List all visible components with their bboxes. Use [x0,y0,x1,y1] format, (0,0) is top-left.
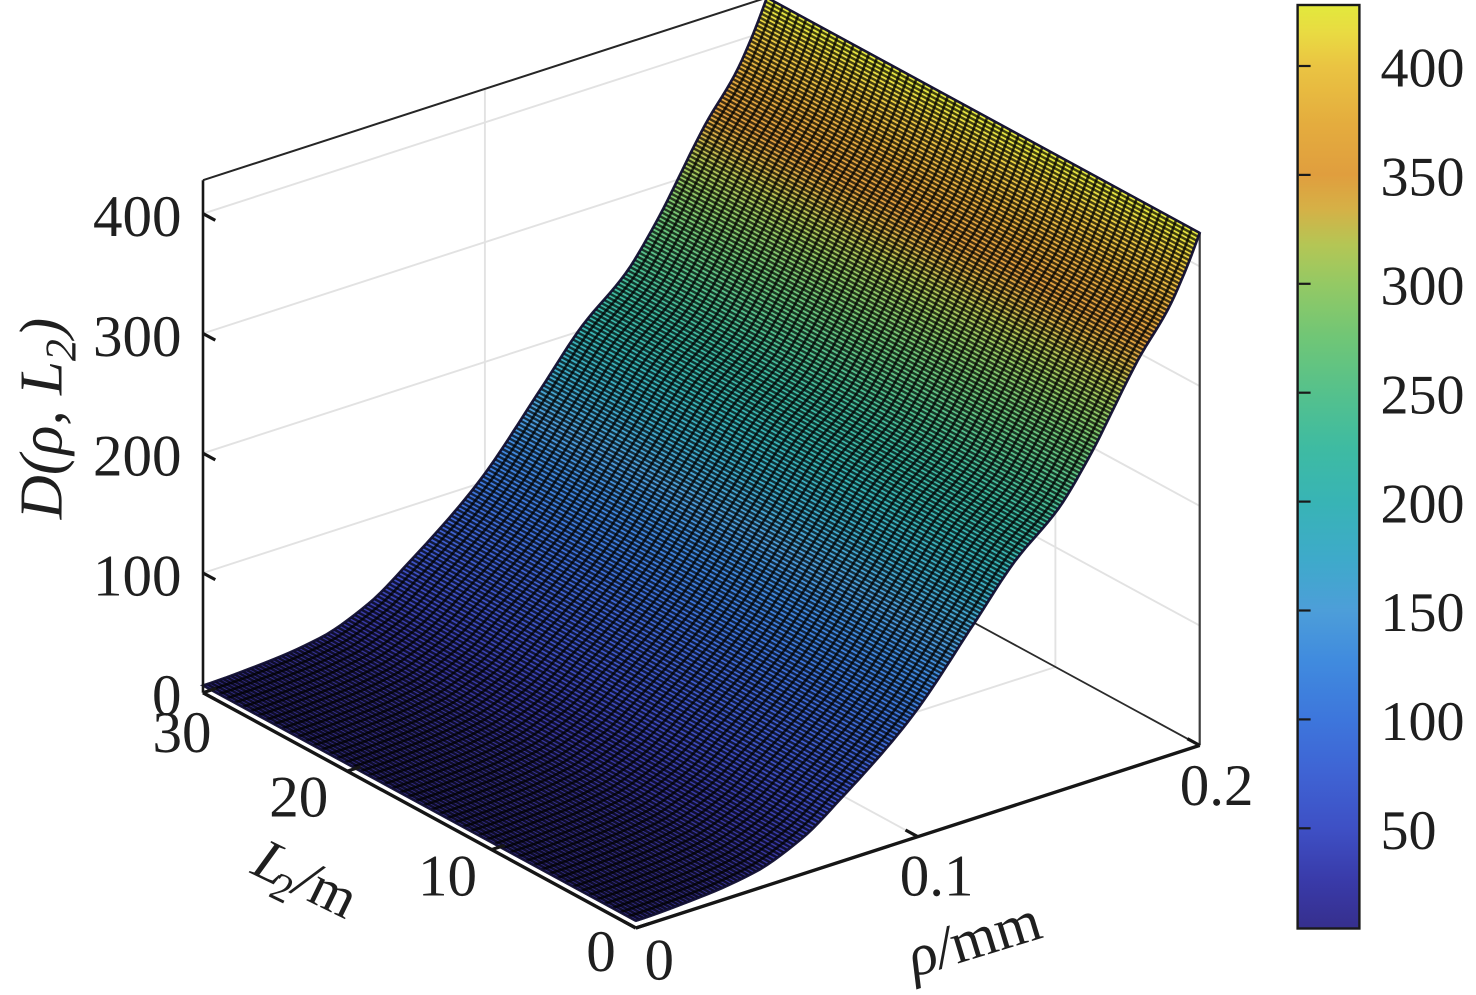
svg-text:30: 30 [153,699,212,765]
svg-text:350: 350 [1381,147,1465,209]
svg-text:0: 0 [586,918,616,984]
svg-text:300: 300 [93,303,182,369]
svg-text:300: 300 [1381,256,1465,318]
svg-text:0: 0 [152,662,182,728]
svg-text:50: 50 [1381,800,1437,862]
svg-text:200: 200 [93,423,182,489]
svg-text:100: 100 [93,542,182,608]
svg-text:400: 400 [93,183,182,249]
svg-text:10: 10 [418,843,477,909]
svg-text:0: 0 [644,927,674,993]
svg-text:400: 400 [1381,38,1465,100]
svg-text:0.2: 0.2 [1180,752,1254,818]
svg-text:20: 20 [269,764,328,830]
svg-text:100: 100 [1381,691,1465,753]
svg-text:150: 150 [1381,582,1465,644]
svg-text:200: 200 [1381,473,1465,535]
svg-text:0.1: 0.1 [900,843,974,909]
svg-text:250: 250 [1381,364,1465,426]
